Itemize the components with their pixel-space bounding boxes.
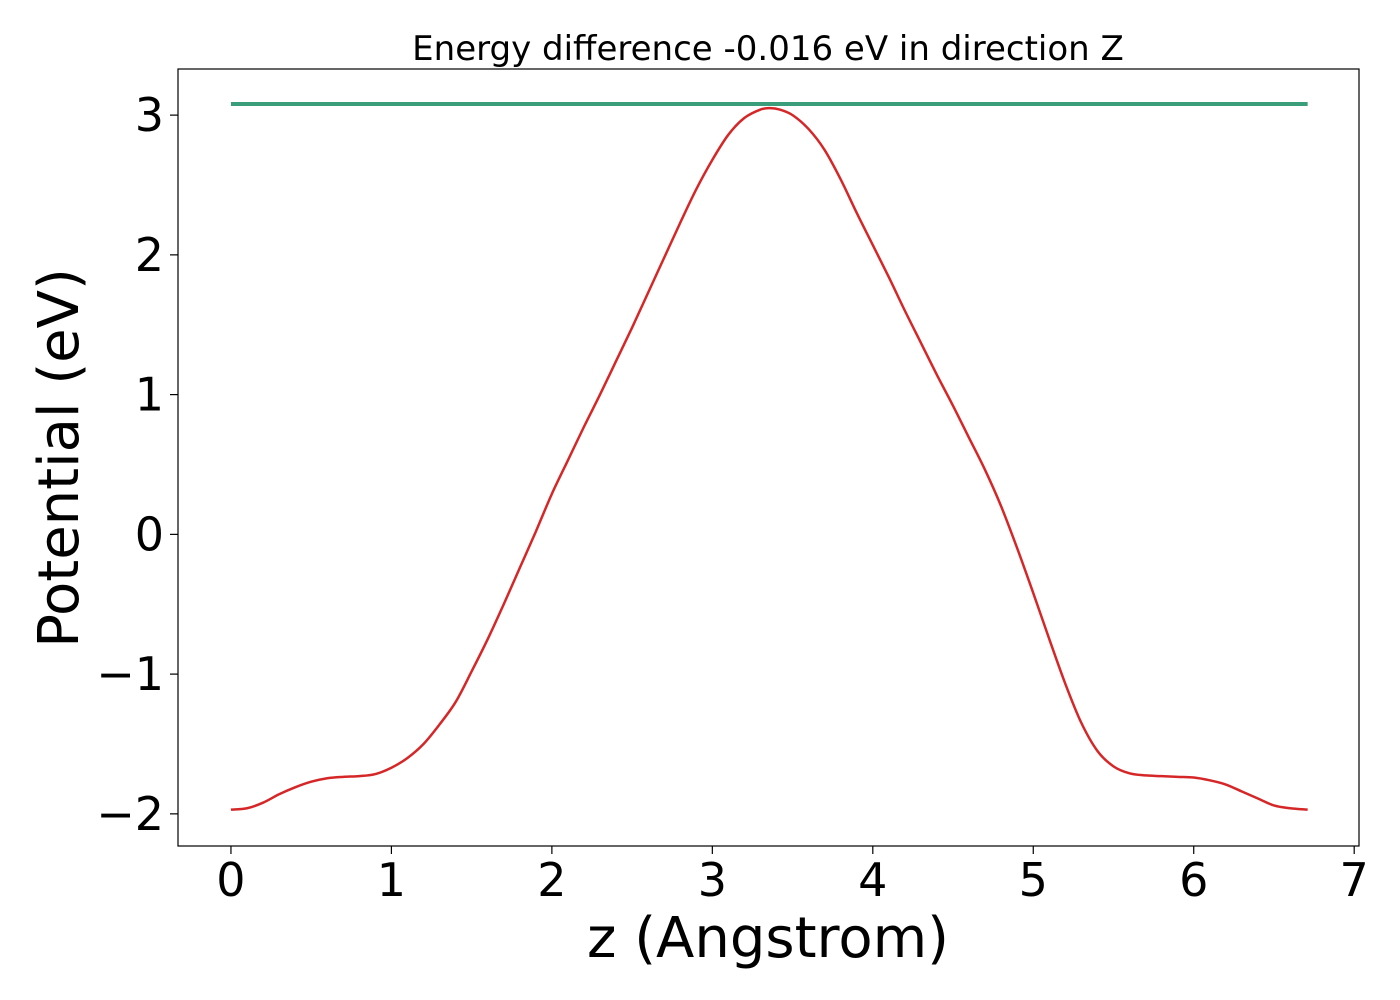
y-tick-label-2: 0 bbox=[135, 507, 164, 561]
axis-frame bbox=[177, 68, 1360, 847]
y-tick-label-4: 2 bbox=[135, 228, 164, 282]
x-axis-label: z (Angstrom) bbox=[587, 906, 949, 971]
y-tick-label-0: −2 bbox=[96, 787, 164, 841]
y-tick-label-3: 1 bbox=[135, 368, 164, 422]
y-tick-label-5: 3 bbox=[135, 88, 164, 142]
y-axis-label: Potential (eV) bbox=[27, 268, 92, 648]
y-axis-ticks: −2 −1 0 1 2 3 bbox=[96, 88, 178, 841]
x-tick-label-0: 0 bbox=[216, 853, 245, 907]
series-layer bbox=[230, 101, 1308, 811]
series-line-0 bbox=[230, 106, 1308, 811]
x-axis-ticks: 0 1 2 3 4 5 6 7 bbox=[216, 846, 1369, 907]
chart-title: Energy difference -0.016 eV in direction… bbox=[412, 29, 1124, 69]
x-tick-label-6: 6 bbox=[1179, 853, 1208, 907]
x-tick-label-2: 2 bbox=[537, 853, 566, 907]
y-tick-label-1: −1 bbox=[96, 647, 164, 701]
x-tick-label-5: 5 bbox=[1019, 853, 1048, 907]
plot-frame bbox=[177, 68, 1360, 847]
x-tick-label-7: 7 bbox=[1340, 853, 1369, 907]
x-tick-label-1: 1 bbox=[377, 853, 406, 907]
x-tick-label-4: 4 bbox=[858, 853, 887, 907]
x-tick-label-3: 3 bbox=[698, 853, 727, 907]
